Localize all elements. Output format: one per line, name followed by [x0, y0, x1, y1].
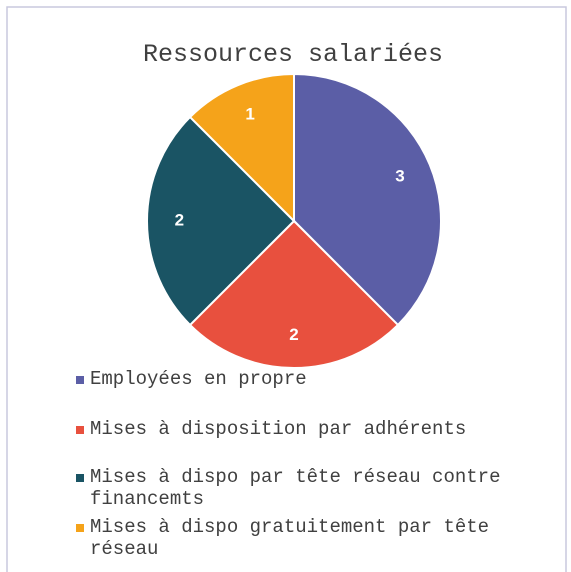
pie-slice	[188, 219, 400, 369]
data-label: 2	[175, 210, 184, 229]
frame	[6, 6, 567, 572]
legend-swatch	[76, 426, 84, 434]
data-label: 2	[289, 325, 298, 344]
legend-label: Mises à dispo gratuitement par tête rése…	[90, 516, 490, 560]
chart-title: Ressources salariées	[143, 40, 443, 69]
data-label: 3	[395, 167, 404, 186]
legend-item: Employées en propre	[76, 368, 546, 390]
legend-label: Employées en propre	[90, 368, 307, 390]
data-label: 1	[245, 105, 254, 124]
legend-item: Mises à disposition par adhérents	[76, 418, 546, 440]
legend-swatch	[76, 376, 84, 384]
legend-label: Mises à disposition par adhérents	[90, 418, 467, 440]
legend-item: Mises à dispo gratuitement par tête rése…	[76, 516, 546, 560]
legend-label: Mises à dispo par tête réseau contre fin…	[90, 466, 501, 510]
legend-swatch	[76, 474, 84, 482]
pie-slice	[293, 72, 442, 327]
pie-slice	[188, 72, 295, 224]
pie-slice	[146, 115, 296, 327]
legend-swatch	[76, 524, 84, 532]
legend-item: Mises à dispo par tête réseau contre fin…	[76, 466, 546, 510]
